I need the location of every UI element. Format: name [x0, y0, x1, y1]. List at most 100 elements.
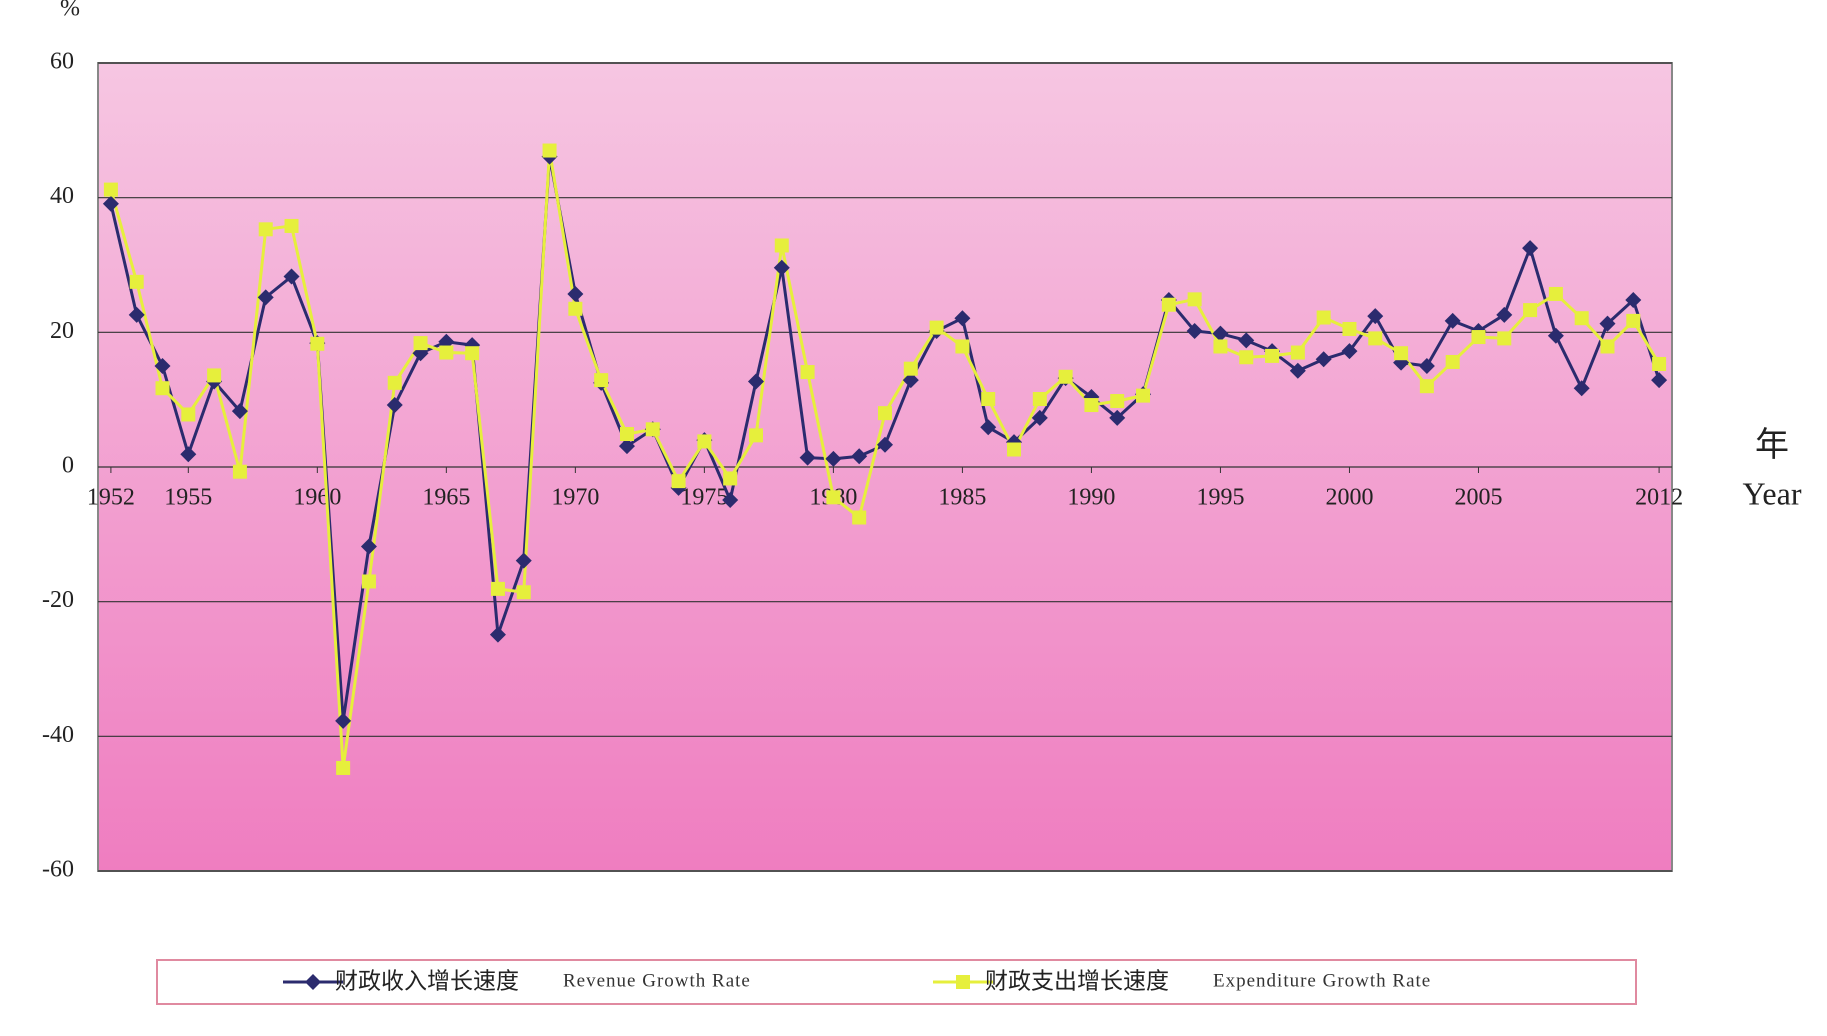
point: [387, 375, 402, 390]
point: [1496, 306, 1513, 323]
point: [800, 365, 815, 380]
point: [128, 306, 145, 323]
x-tick-label: 2012: [1635, 485, 1683, 511]
point: [722, 491, 739, 508]
point: [1212, 325, 1229, 342]
point: [1394, 346, 1409, 361]
x-tick-label: 1965: [422, 485, 470, 511]
point: [102, 195, 119, 212]
point: [1626, 313, 1641, 328]
point: [413, 336, 428, 351]
y-tick-label: 60: [50, 49, 74, 75]
y-tick-label: 40: [50, 183, 74, 209]
point: [257, 289, 274, 306]
point: [1058, 369, 1073, 384]
legend-label: 财政收入增长速度: [335, 969, 519, 995]
point: [231, 403, 248, 420]
point: [567, 285, 584, 302]
point: [954, 310, 971, 327]
point: [1652, 356, 1667, 371]
point: [1367, 308, 1384, 325]
x-tick-label: 2000: [1325, 485, 1373, 511]
point: [465, 346, 480, 361]
point: [1341, 343, 1358, 360]
point: [1161, 297, 1176, 312]
y-tick-label: 20: [50, 318, 74, 344]
point: [542, 143, 557, 158]
point: [516, 585, 531, 600]
point: [619, 427, 634, 442]
point: [180, 446, 197, 463]
point: [981, 391, 996, 406]
point: [103, 182, 118, 197]
point: [748, 428, 763, 443]
y-tick-label: -20: [42, 587, 74, 613]
point: [852, 510, 867, 525]
point: [155, 381, 170, 396]
point: [1315, 351, 1332, 368]
point: [877, 436, 893, 453]
point: [697, 434, 712, 449]
point: [1239, 350, 1254, 365]
point: [361, 574, 376, 589]
point: [284, 218, 299, 233]
legend-marker: [956, 975, 970, 989]
point: [747, 373, 764, 390]
point: [903, 361, 918, 376]
point: [1032, 391, 1047, 406]
point: [1625, 292, 1642, 309]
point: [902, 372, 919, 389]
point: [1368, 331, 1383, 346]
point: [1651, 372, 1668, 389]
point: [1497, 331, 1512, 346]
legend-label-en: Revenue Growth Rate: [563, 970, 751, 991]
point: [774, 238, 789, 253]
point: [1084, 398, 1099, 413]
point: [1573, 380, 1590, 397]
legend-marker: [305, 974, 321, 990]
point: [129, 274, 144, 289]
point: [1419, 379, 1434, 394]
point: [1109, 409, 1126, 426]
point: [1523, 303, 1538, 318]
point: [618, 438, 635, 455]
x-tick-label: 1970: [551, 485, 599, 511]
point: [1289, 362, 1306, 379]
point: [336, 760, 351, 775]
point: [826, 490, 841, 505]
point: [310, 336, 325, 351]
point: [1418, 358, 1435, 374]
point: [232, 464, 247, 479]
y-tick-label: -60: [42, 857, 74, 883]
point: [181, 407, 196, 422]
point: [851, 448, 868, 465]
point: [207, 368, 222, 383]
point: [929, 320, 944, 335]
legend-label-en: Expenditure Growth Rate: [1213, 970, 1431, 991]
point: [1574, 311, 1589, 326]
point: [1238, 332, 1255, 349]
point: [1316, 310, 1331, 325]
x-tick-label: 1990: [1067, 485, 1115, 511]
point: [980, 419, 997, 436]
point: [335, 712, 352, 729]
point: [258, 222, 273, 237]
x-axis-label: 年: [1755, 426, 1789, 464]
point: [386, 397, 403, 414]
point: [1548, 286, 1563, 301]
point: [1342, 321, 1357, 336]
x-tick-label: 1960: [293, 485, 341, 511]
point: [360, 538, 377, 555]
x-tick-label: 1955: [164, 485, 212, 511]
point: [594, 373, 609, 388]
point: [1110, 394, 1125, 409]
y-tick-label: -40: [42, 722, 74, 748]
point: [878, 406, 892, 421]
point: [283, 268, 300, 285]
point: [154, 358, 171, 374]
point: [1600, 339, 1615, 354]
point: [1265, 348, 1280, 363]
point: [723, 471, 738, 486]
point: [1471, 330, 1486, 345]
